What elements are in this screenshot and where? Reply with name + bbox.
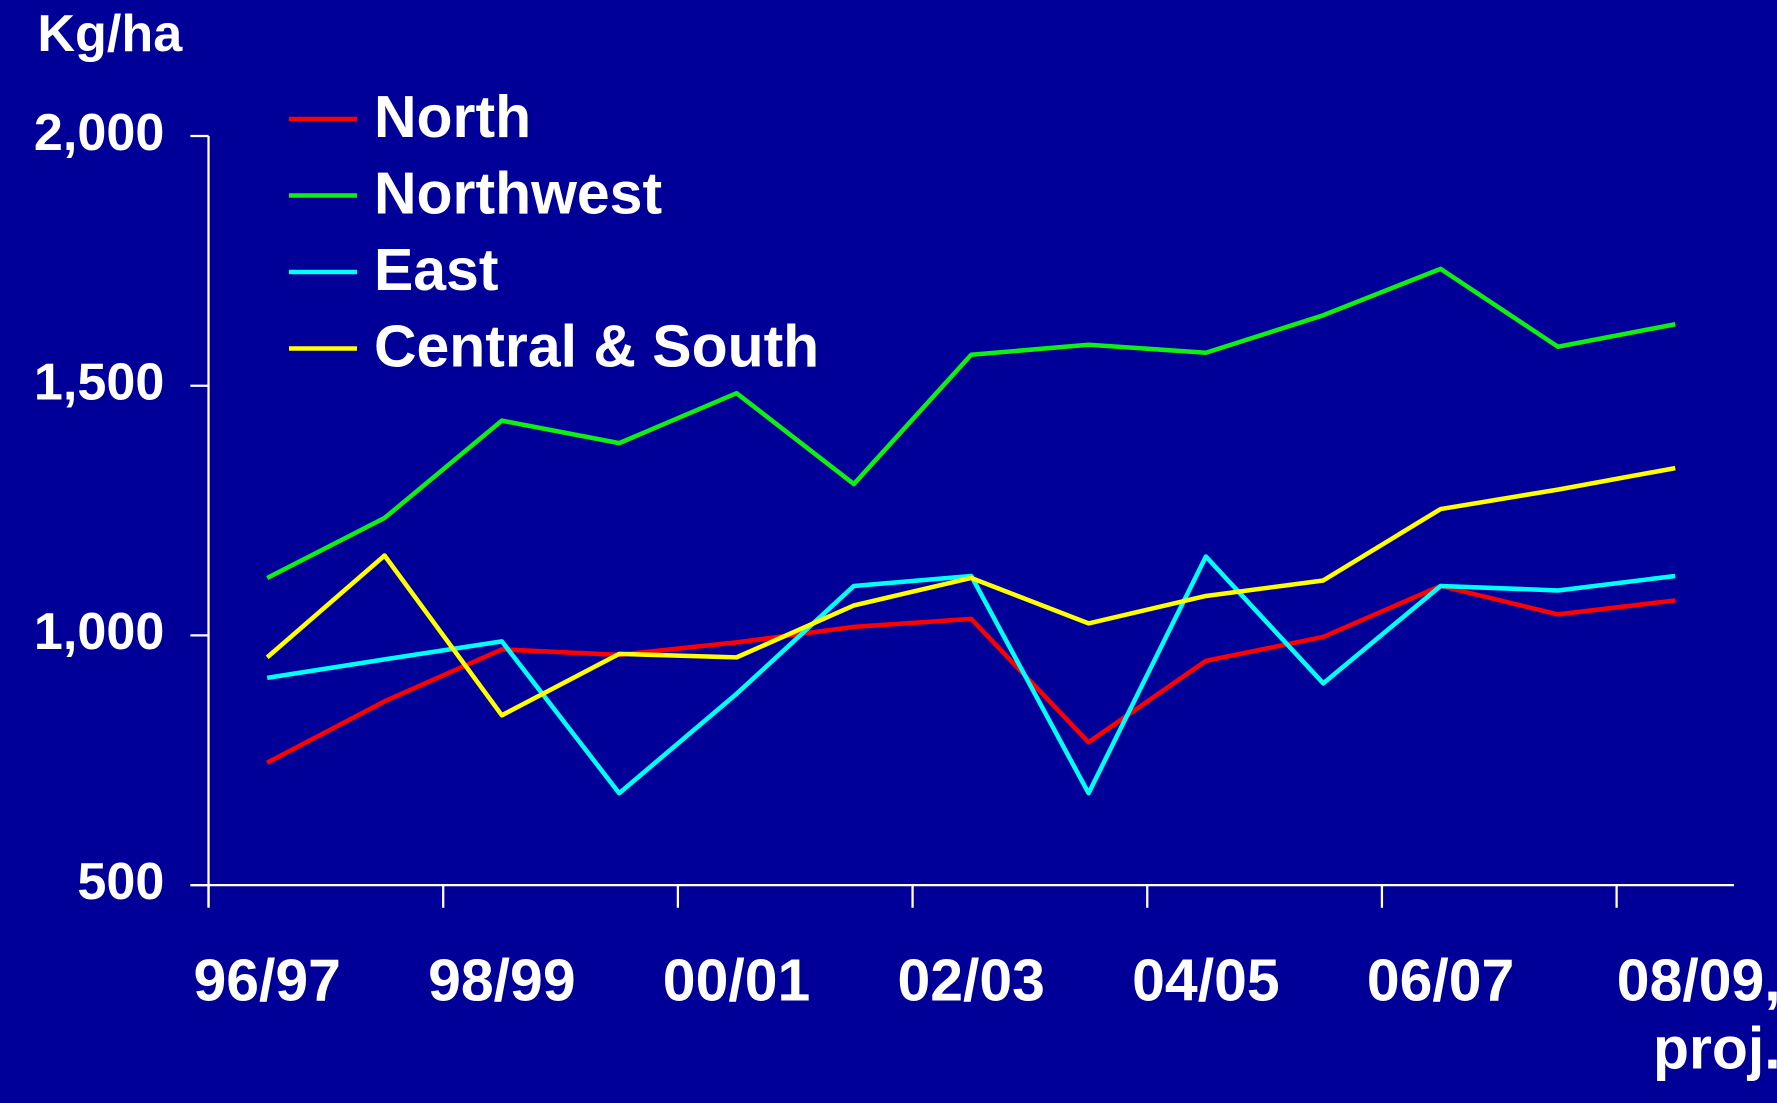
legend-label: Central & South [374,314,819,379]
x-tick-label: 04/05 [1132,948,1280,1015]
legend-label: Northwest [374,161,662,226]
y-tick-label: 2,000 [34,104,164,162]
x-tick-label: 02/03 [897,948,1045,1015]
line-series [266,266,1676,580]
x-tick-label: 96/97 [193,948,341,1015]
line-series [265,465,1676,718]
y-tick-label: 500 [77,853,164,911]
x-tick-label: 00/01 [662,948,811,1015]
legend-label: East [374,238,498,303]
x-tick-label: 98/99 [428,948,576,1015]
x-tick-label: 08/09, proj. [1616,948,1777,1083]
y-tick-label: 1,000 [34,603,164,661]
x-tick-label: 06/07 [1366,948,1515,1015]
y-axis-label: Kg/ha [37,5,183,63]
line-series [266,583,1676,765]
y-tick-label: 1,500 [34,353,164,411]
legend-label: North [374,85,531,150]
